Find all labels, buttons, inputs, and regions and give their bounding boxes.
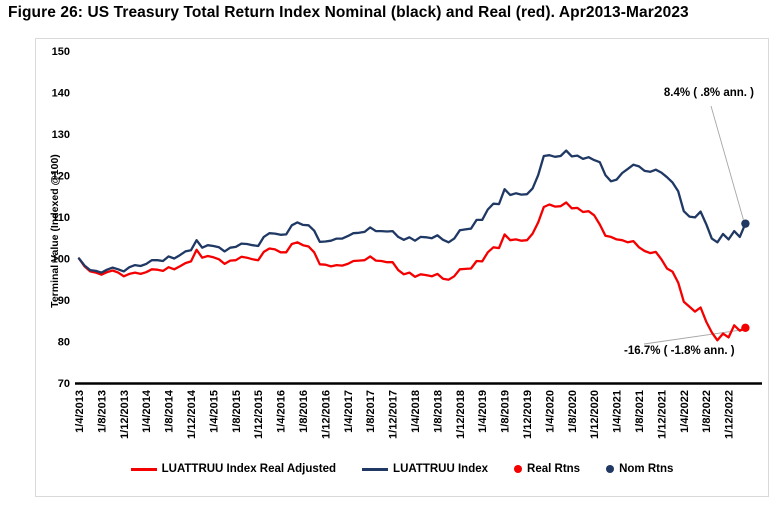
legend-item-nominal-index: LUATTRUU Index: [362, 463, 488, 475]
nominal-return-annotation: 8.4% ( .8% ann. ): [663, 87, 754, 99]
real-adjusted-series-line: [77, 201, 747, 342]
x-tick-label: 1/12/2015: [253, 390, 265, 439]
x-tick-label: 1/12/2019: [522, 390, 534, 439]
x-tick-label: 1/4/2013: [74, 390, 86, 433]
x-tick-label: 1/8/2013: [96, 390, 108, 433]
y-tick-label: 110: [52, 212, 70, 224]
chart-svg: 70 80 90 100 110 120 130 140 150 1/4/2013 1/8/2013…: [52, 46, 762, 439]
x-tick-label: 1/8/2020: [567, 390, 579, 433]
legend-item-nom-rtns: Nom Rtns: [606, 463, 673, 475]
navy-dot-swatch-icon: [606, 465, 615, 473]
y-axis-title: Terminal Value (Indexed @100): [49, 154, 61, 308]
x-tick-label: 1/8/2021: [634, 390, 646, 433]
x-tick-label: 1/12/2017: [388, 390, 400, 439]
x-tick-label: 1/4/2017: [343, 390, 355, 433]
legend-label: LUATTRUU Index Real Adjusted: [161, 463, 337, 475]
y-tick-label: 90: [58, 295, 70, 307]
x-tick-label: 1/8/2017: [365, 390, 377, 433]
x-tick-label: 1/4/2014: [141, 389, 153, 433]
real-annotation-leader-line: [643, 329, 743, 345]
x-tick-label: 1/12/2013: [119, 390, 131, 439]
y-tick-label: 140: [52, 88, 70, 100]
x-tick-label: 1/8/2022: [701, 390, 713, 433]
x-tick-label: 1/8/2014: [164, 389, 176, 433]
y-tick-label: 150: [52, 46, 70, 58]
legend-label: LUATTRUU Index: [393, 463, 489, 475]
navy-line-swatch-icon: [362, 467, 389, 471]
chart-area: 70 80 90 100 110 120 130 140 150 1/4/2013 1/8/2013…: [35, 38, 769, 497]
red-dot-swatch-icon: [514, 465, 523, 473]
x-tick-label: 1/8/2019: [500, 390, 512, 433]
nom-rtns-end-dot: [741, 219, 750, 228]
x-tick-label: 1/12/2022: [724, 390, 736, 439]
x-tick-label: 1/4/2015: [208, 390, 220, 433]
x-tick-label: 1/4/2019: [477, 390, 489, 433]
nominal-series-line: [77, 149, 747, 274]
y-tick-label: 120: [52, 171, 70, 183]
nominal-annotation-leader-line: [710, 105, 744, 220]
figure-title: Figure 26: US Treasury Total Return Inde…: [8, 4, 689, 21]
x-tick-label: 1/8/2016: [298, 390, 310, 433]
x-tick-label: 1/4/2022: [679, 390, 691, 433]
y-tick-label: 100: [52, 254, 70, 266]
y-tick-label: 70: [58, 378, 70, 390]
x-tick-label: 1/12/2021: [656, 390, 668, 439]
legend-label: Real Rtns: [527, 463, 581, 475]
x-tick-label: 1/12/2018: [455, 390, 467, 439]
x-tick-label: 1/12/2014: [186, 389, 198, 439]
y-tick-label: 80: [58, 337, 70, 349]
y-tick-label: 130: [52, 129, 70, 141]
legend-item-real-adjusted: LUATTRUU Index Real Adjusted: [130, 463, 337, 475]
x-tick-label: 1/12/2020: [589, 390, 601, 439]
x-tick-label: 1/4/2020: [544, 390, 556, 433]
x-tick-label: 1/12/2016: [320, 390, 332, 439]
legend-label: Nom Rtns: [619, 463, 674, 475]
x-tick-label: 1/4/2016: [276, 390, 288, 433]
x-tick-label: 1/4/2018: [410, 390, 422, 433]
chart-legend: LUATTRUU Index Real Adjusted LUATTRUU In…: [36, 463, 768, 475]
real-return-annotation: -16.7% ( -1.8% ann. ): [624, 345, 735, 357]
x-tick-label: 1/8/2015: [231, 390, 243, 433]
legend-item-real-rtns: Real Rtns: [514, 463, 580, 475]
real-rtns-end-dot: [741, 323, 750, 333]
x-tick-label: 1/4/2021: [612, 390, 624, 433]
x-tick-label: 1/8/2018: [432, 390, 444, 433]
red-line-swatch-icon: [130, 467, 157, 471]
